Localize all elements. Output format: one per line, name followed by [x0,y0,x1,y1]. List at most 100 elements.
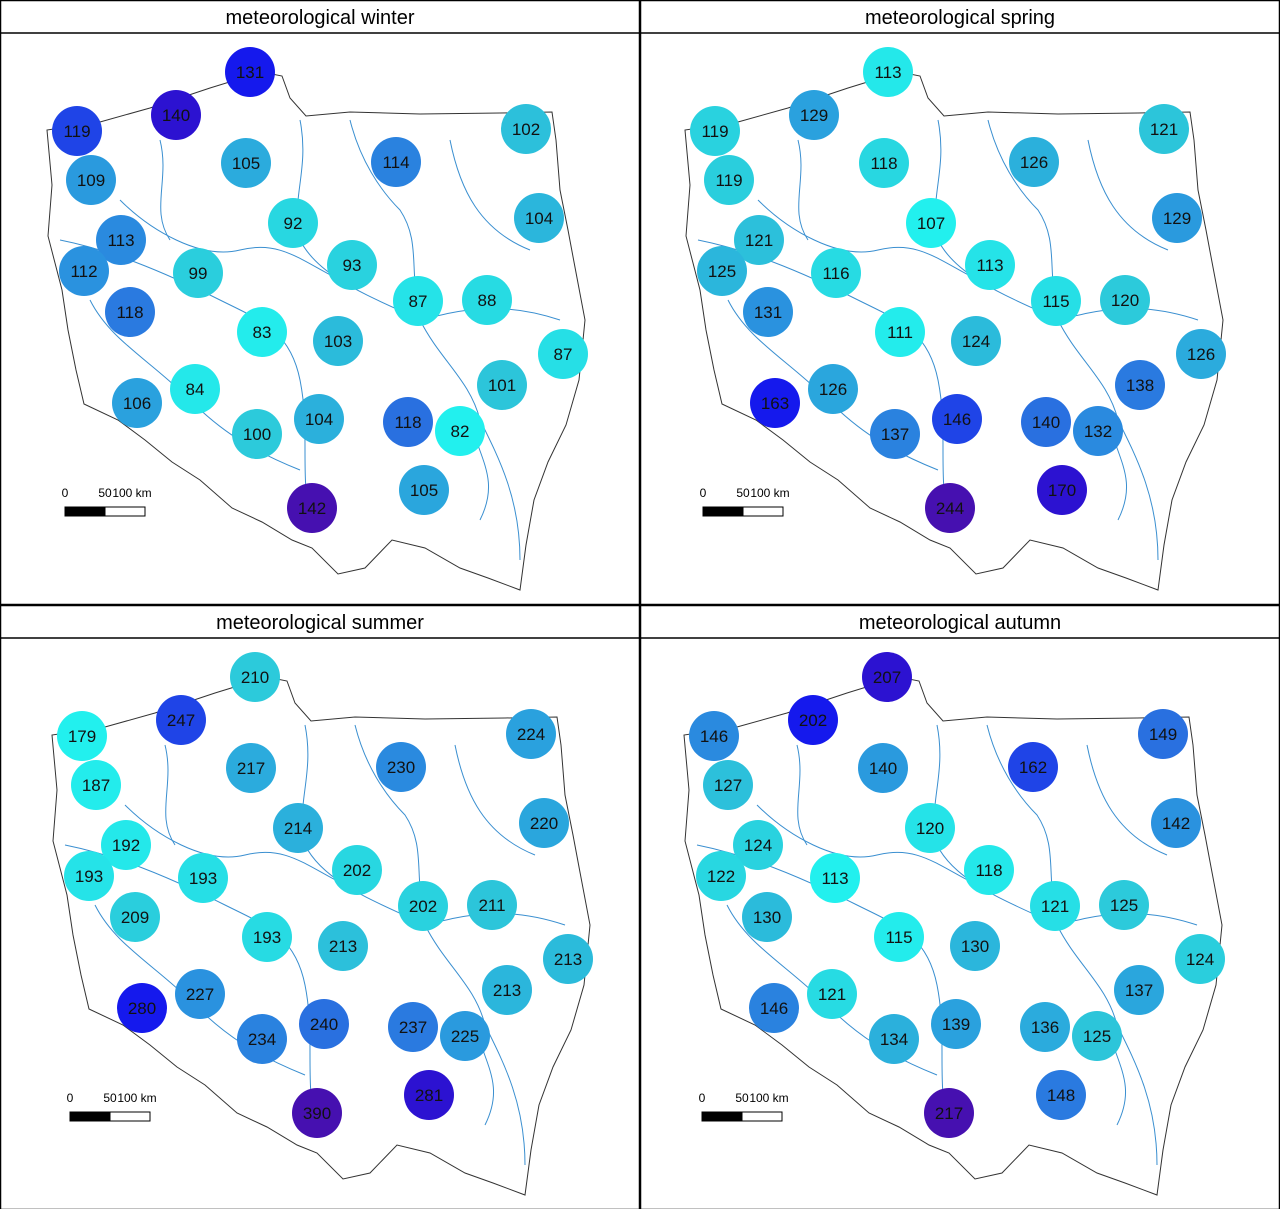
station-value: 118 [975,861,1002,880]
station-circle [221,138,271,188]
station-value: 132 [1084,422,1112,441]
scale-bar-white [104,506,146,517]
station-value: 211 [478,896,505,915]
station-circle [964,845,1014,895]
station-circle [1030,881,1080,931]
station-circle [105,287,155,337]
station-value: 107 [917,214,945,233]
river [119,199,341,281]
station-value: 83 [253,323,272,342]
station-circle [232,409,282,459]
station-circle [112,378,162,428]
station-circle [1176,329,1226,379]
station-circle [226,743,276,793]
station-value: 130 [961,937,989,956]
station-value: 113 [976,256,1003,275]
station-circle [862,652,912,702]
station-circle [237,1014,287,1064]
station-circle [268,198,318,248]
station-circle [906,198,956,248]
station-circle [743,287,793,337]
panel-border [0,0,641,606]
station-circle [1021,397,1071,447]
station-circle [64,851,114,901]
station-circle [519,798,569,848]
station-circle [543,934,593,984]
scale-bar-white [742,506,784,517]
scale-bar-white [109,1111,151,1122]
scale-label: 100 km [749,1091,788,1105]
station-value: 121 [745,231,773,250]
station-value: 109 [77,171,105,190]
panel-title: meteorological summer [216,612,424,634]
station-value: 139 [942,1015,970,1034]
station-circle [318,921,368,971]
station-circle [242,912,292,962]
station-circle [925,483,975,533]
station-circle [1037,465,1087,515]
country-outline [46,71,586,591]
scale-bar-black [701,1111,743,1122]
station-circle [371,137,421,187]
station-circle [870,409,920,459]
station-circle [875,307,925,357]
scale-label: 50 [98,486,112,500]
station-value: 213 [493,981,521,1000]
station-circle [151,90,201,140]
station-circle [859,138,909,188]
station-value: 120 [916,819,944,838]
station-circle [811,248,861,298]
panel-title: meteorological autumn [859,612,1061,634]
scale-label: 100 km [112,486,151,500]
station-value: 217 [935,1104,963,1123]
station-value: 136 [1031,1018,1059,1037]
station-value: 193 [253,928,281,947]
station-value: 247 [167,711,195,730]
station-circle [294,394,344,444]
station-value: 116 [822,264,849,283]
station-value: 202 [343,861,371,880]
station-circle [810,853,860,903]
station-value: 220 [530,814,558,833]
map-panel: meteorological spring 0 50 100 km 113 129 119 1… [639,0,1280,606]
station-value: 142 [1162,814,1190,833]
station-circle [704,155,754,205]
station-circle [287,483,337,533]
station-circle [749,983,799,1033]
station-value: 120 [1111,291,1139,310]
station-circle [1031,276,1081,326]
river [124,804,346,886]
station-value: 140 [162,106,190,125]
station-value: 114 [382,153,409,172]
station-circle [313,316,363,366]
station-value: 214 [284,819,312,838]
country-outline [684,71,1224,591]
station-circle [170,364,220,414]
river [354,724,424,906]
station-value: 100 [243,425,271,444]
station-circle [66,155,116,205]
station-circle [101,820,151,870]
station-circle [117,983,167,1033]
station-value: 146 [760,999,788,1018]
station-value: 122 [707,867,735,886]
station-value: 131 [754,303,782,322]
station-value: 209 [121,908,149,927]
station-value: 99 [189,264,208,283]
station-value: 124 [962,332,990,351]
station-value: 113 [874,63,901,82]
scale-bar-white [741,1111,783,1122]
station-value: 230 [387,758,415,777]
scale-label: 0 [67,1091,74,1105]
station-circle [506,709,556,759]
station-value: 217 [237,759,265,778]
station-value: 124 [1186,950,1214,969]
station-circle [398,881,448,931]
station-value: 148 [1047,1086,1075,1105]
station-circle [1152,193,1202,243]
station-circle [1099,880,1149,930]
station-circle [501,104,551,154]
station-circle [299,999,349,1049]
station-value: 104 [525,209,553,228]
station-value: 118 [116,303,143,322]
